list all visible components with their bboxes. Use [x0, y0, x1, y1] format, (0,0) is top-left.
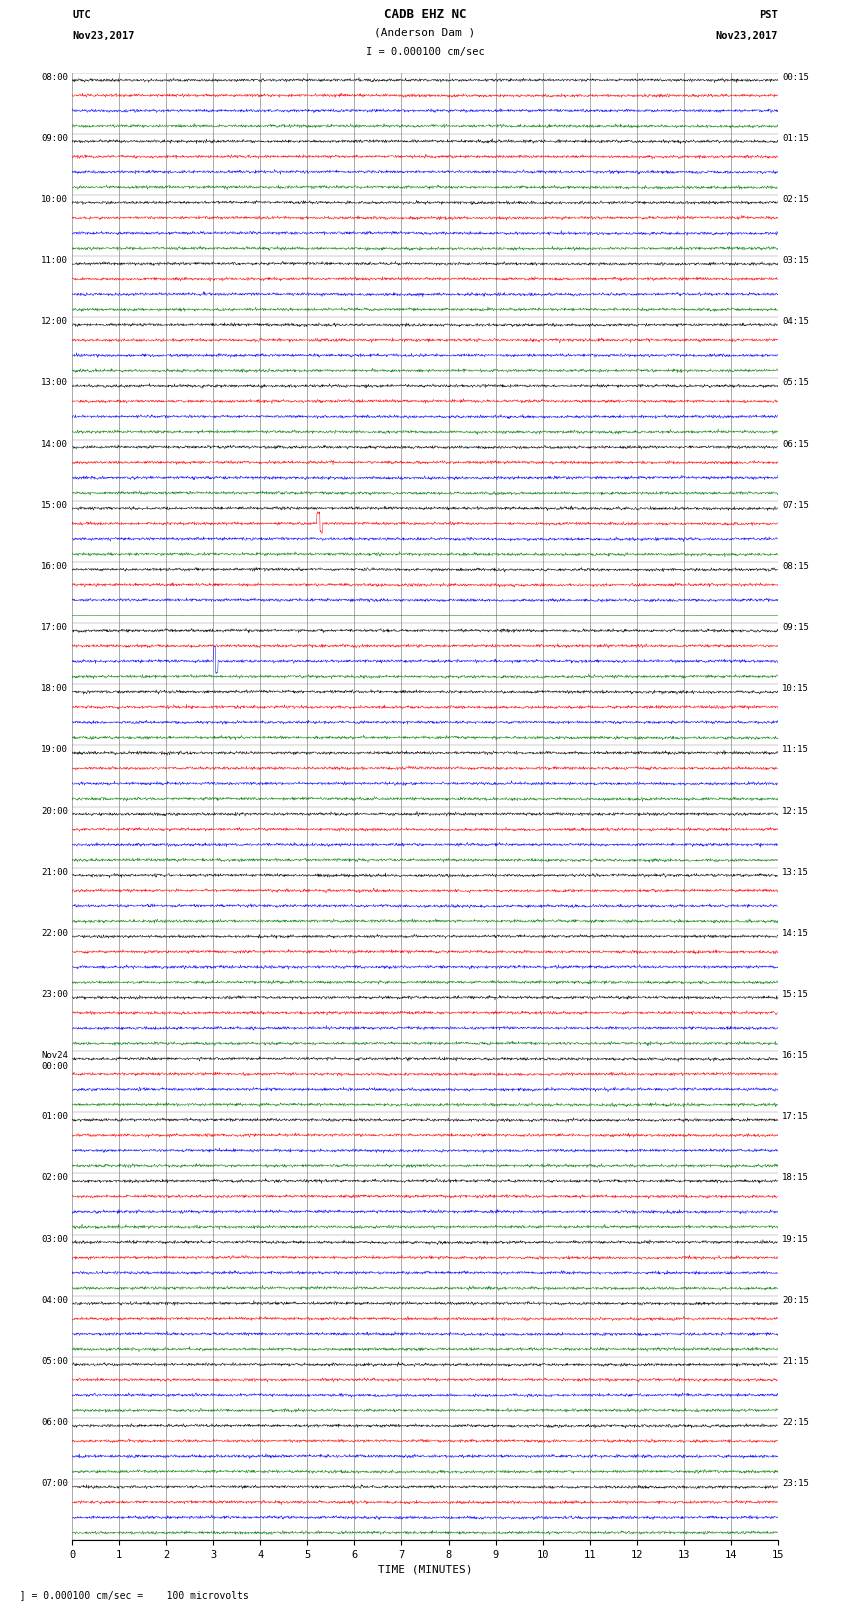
Text: Nov23,2017: Nov23,2017: [715, 31, 778, 40]
Text: 05:00: 05:00: [41, 1357, 68, 1366]
Text: I = 0.000100 cm/sec: I = 0.000100 cm/sec: [366, 47, 484, 56]
Text: 07:15: 07:15: [782, 500, 809, 510]
Text: 10:15: 10:15: [782, 684, 809, 694]
Text: 12:15: 12:15: [782, 806, 809, 816]
Text: 09:00: 09:00: [41, 134, 68, 142]
Text: ] = 0.000100 cm/sec =    100 microvolts: ] = 0.000100 cm/sec = 100 microvolts: [8, 1590, 249, 1600]
Text: 11:00: 11:00: [41, 256, 68, 265]
Text: 08:00: 08:00: [41, 73, 68, 82]
Text: 13:15: 13:15: [782, 868, 809, 876]
Text: 20:15: 20:15: [782, 1295, 809, 1305]
Text: 02:00: 02:00: [41, 1174, 68, 1182]
Text: 15:00: 15:00: [41, 500, 68, 510]
Text: 19:00: 19:00: [41, 745, 68, 755]
Text: 09:15: 09:15: [782, 623, 809, 632]
Text: 19:15: 19:15: [782, 1234, 809, 1244]
Text: 01:00: 01:00: [41, 1113, 68, 1121]
Text: Nov24
00:00: Nov24 00:00: [41, 1052, 68, 1071]
Text: 01:15: 01:15: [782, 134, 809, 142]
Text: 07:00: 07:00: [41, 1479, 68, 1489]
Text: PST: PST: [759, 10, 778, 19]
Text: 23:00: 23:00: [41, 990, 68, 998]
Text: 17:00: 17:00: [41, 623, 68, 632]
Text: CADB EHZ NC: CADB EHZ NC: [383, 8, 467, 21]
Text: 02:15: 02:15: [782, 195, 809, 203]
Text: 13:00: 13:00: [41, 379, 68, 387]
Text: 16:15: 16:15: [782, 1052, 809, 1060]
Text: 08:15: 08:15: [782, 561, 809, 571]
Text: 06:00: 06:00: [41, 1418, 68, 1428]
Text: (Anderson Dam ): (Anderson Dam ): [374, 27, 476, 37]
Text: 18:15: 18:15: [782, 1174, 809, 1182]
Text: 04:15: 04:15: [782, 318, 809, 326]
Text: 06:15: 06:15: [782, 440, 809, 448]
X-axis label: TIME (MINUTES): TIME (MINUTES): [377, 1565, 473, 1574]
Text: 11:15: 11:15: [782, 745, 809, 755]
Text: UTC: UTC: [72, 10, 91, 19]
Text: 04:00: 04:00: [41, 1295, 68, 1305]
Text: 22:00: 22:00: [41, 929, 68, 937]
Text: 14:00: 14:00: [41, 440, 68, 448]
Text: 12:00: 12:00: [41, 318, 68, 326]
Text: 05:15: 05:15: [782, 379, 809, 387]
Text: 20:00: 20:00: [41, 806, 68, 816]
Text: 17:15: 17:15: [782, 1113, 809, 1121]
Text: 00:15: 00:15: [782, 73, 809, 82]
Text: 16:00: 16:00: [41, 561, 68, 571]
Text: 03:00: 03:00: [41, 1234, 68, 1244]
Text: 14:15: 14:15: [782, 929, 809, 937]
Text: 03:15: 03:15: [782, 256, 809, 265]
Text: 10:00: 10:00: [41, 195, 68, 203]
Text: 15:15: 15:15: [782, 990, 809, 998]
Text: 21:00: 21:00: [41, 868, 68, 876]
Text: Nov23,2017: Nov23,2017: [72, 31, 135, 40]
Text: 22:15: 22:15: [782, 1418, 809, 1428]
Text: 18:00: 18:00: [41, 684, 68, 694]
Text: 21:15: 21:15: [782, 1357, 809, 1366]
Text: 23:15: 23:15: [782, 1479, 809, 1489]
